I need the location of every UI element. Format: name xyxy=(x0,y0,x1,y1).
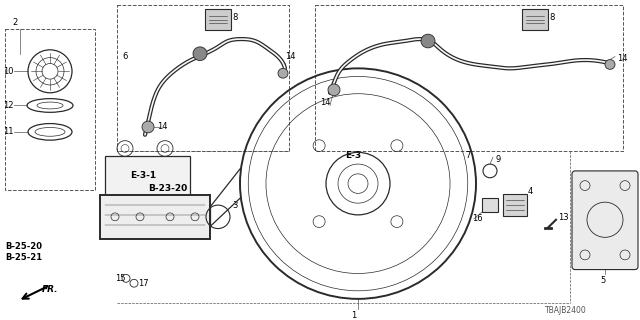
Circle shape xyxy=(605,60,615,69)
Text: 5: 5 xyxy=(600,276,605,285)
Text: 16: 16 xyxy=(472,214,483,223)
Circle shape xyxy=(421,34,435,48)
FancyBboxPatch shape xyxy=(503,194,527,216)
Text: 12: 12 xyxy=(3,101,13,110)
Text: 14: 14 xyxy=(320,98,330,107)
Text: B-25-20: B-25-20 xyxy=(5,242,42,251)
Text: TBAJB2400: TBAJB2400 xyxy=(545,306,587,315)
Text: 17: 17 xyxy=(138,279,148,288)
Text: 14: 14 xyxy=(617,54,627,63)
FancyBboxPatch shape xyxy=(205,9,231,30)
Text: FR.: FR. xyxy=(42,284,58,293)
FancyBboxPatch shape xyxy=(100,195,210,239)
FancyBboxPatch shape xyxy=(105,156,190,200)
Text: 9: 9 xyxy=(495,155,500,164)
Text: E-3-1: E-3-1 xyxy=(130,171,156,180)
Text: 14: 14 xyxy=(157,123,168,132)
Text: 4: 4 xyxy=(528,187,533,196)
Text: 11: 11 xyxy=(3,127,13,136)
FancyBboxPatch shape xyxy=(522,9,548,30)
Text: 14: 14 xyxy=(285,52,296,61)
FancyBboxPatch shape xyxy=(572,171,638,269)
Text: 6: 6 xyxy=(122,52,127,61)
Text: 3: 3 xyxy=(232,201,237,210)
FancyBboxPatch shape xyxy=(482,198,498,212)
Text: 15: 15 xyxy=(115,274,125,283)
Text: 10: 10 xyxy=(3,67,13,76)
Circle shape xyxy=(142,121,154,133)
Text: 1: 1 xyxy=(351,311,356,320)
Circle shape xyxy=(328,84,340,96)
Text: B-25-21: B-25-21 xyxy=(5,253,42,262)
Text: B-23-20: B-23-20 xyxy=(148,184,188,193)
Text: 7: 7 xyxy=(465,151,470,160)
Circle shape xyxy=(193,47,207,60)
Text: 2: 2 xyxy=(12,18,17,27)
Circle shape xyxy=(278,68,288,78)
Text: E-3: E-3 xyxy=(345,151,361,160)
Text: 13: 13 xyxy=(558,213,568,222)
Text: 8: 8 xyxy=(549,13,554,22)
Text: 8: 8 xyxy=(232,13,237,22)
